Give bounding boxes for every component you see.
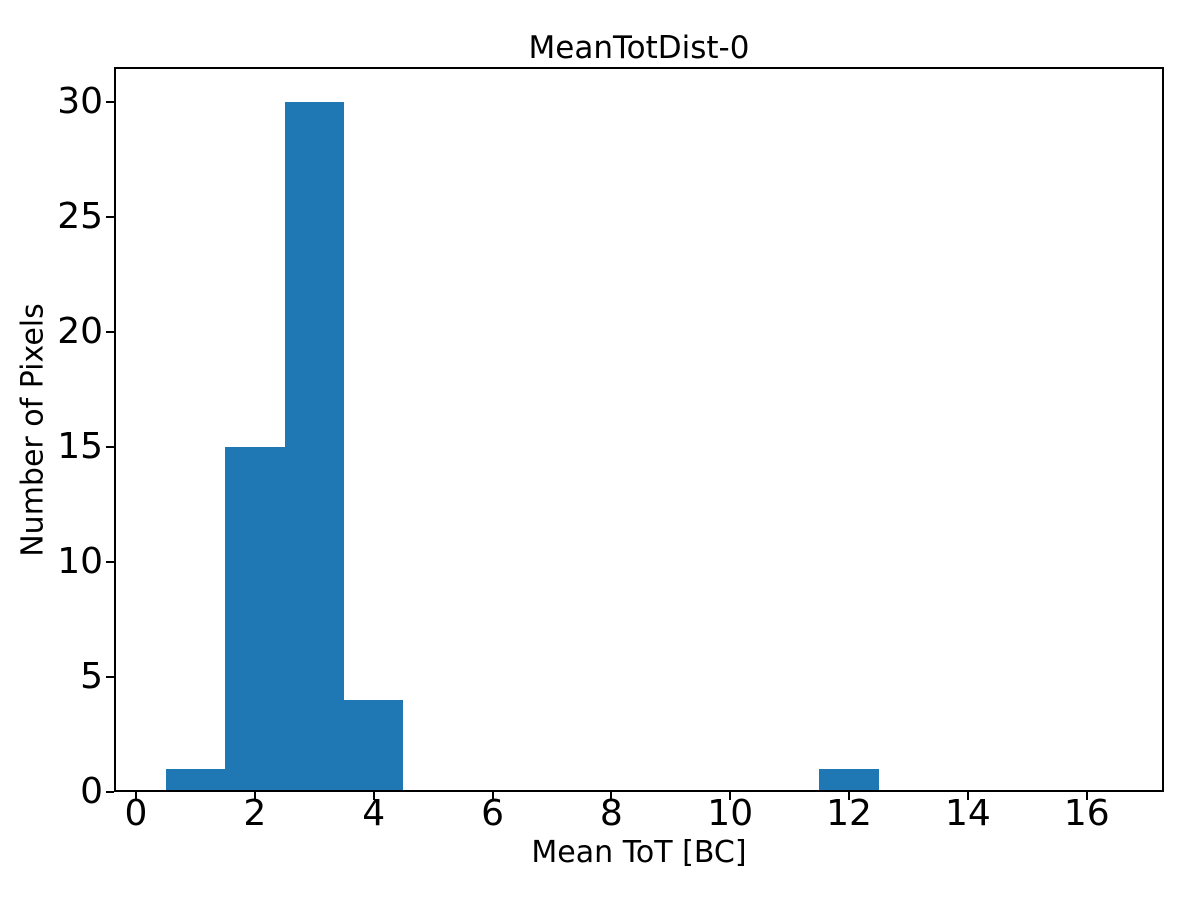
y-axis-tick — [106, 330, 114, 333]
x-axis-tick — [491, 792, 494, 800]
x-axis-tick — [966, 792, 969, 800]
x-axis-tick — [729, 792, 732, 800]
x-axis-tick — [134, 792, 137, 800]
y-tick-label: 0 — [80, 771, 103, 812]
y-tick-label: 5 — [80, 655, 103, 697]
y-tick-label: 10 — [57, 540, 103, 582]
x-tick-label: 6 — [481, 793, 504, 834]
y-tick-label: 15 — [57, 425, 103, 467]
histogram-bar — [284, 101, 344, 792]
y-axis-tick — [106, 445, 114, 448]
x-tick-label: 2 — [243, 793, 267, 834]
histogram-bar — [819, 768, 879, 792]
x-tick-label: 8 — [599, 793, 623, 834]
y-tick-label: 30 — [57, 80, 103, 122]
y-axis-label: Number of Pixels — [15, 303, 51, 557]
x-axis-tick — [610, 792, 613, 800]
y-axis-tick — [106, 791, 114, 793]
plot-area — [114, 67, 1164, 792]
histogram-bar — [225, 446, 285, 792]
y-axis-tick — [106, 215, 114, 218]
histogram-bar — [343, 699, 404, 792]
x-axis-label: Mean ToT [BC] — [531, 835, 747, 870]
x-tick-label: 4 — [362, 793, 386, 834]
chart-title: MeanTotDist-0 — [528, 30, 750, 66]
histogram-bar — [165, 768, 226, 792]
x-axis-tick — [253, 792, 256, 800]
x-axis-tick — [372, 792, 375, 800]
y-tick-label: 20 — [57, 310, 103, 352]
x-axis-tick — [848, 792, 851, 800]
y-axis-tick — [106, 560, 114, 563]
x-tick-label: 0 — [124, 793, 148, 834]
y-axis-tick — [106, 675, 114, 678]
x-axis-tick — [1085, 792, 1088, 800]
y-axis-tick — [106, 100, 114, 103]
y-tick-label: 25 — [57, 195, 103, 237]
